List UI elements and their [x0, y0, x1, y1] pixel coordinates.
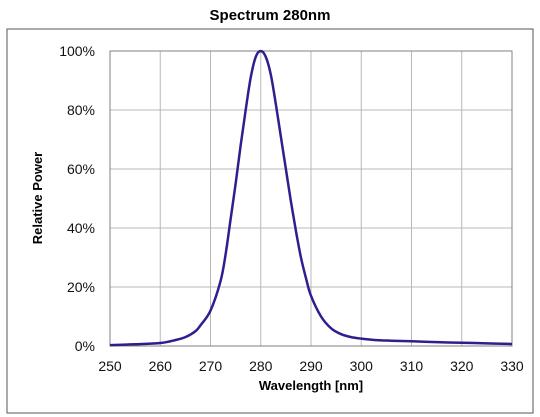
x-tick-label: 290 — [299, 358, 323, 374]
x-tick-label: 330 — [500, 358, 524, 374]
y-axis-ticks: 0% 20% 40% 60% 80% 100% — [59, 43, 95, 354]
y-tick-label: 100% — [59, 43, 95, 59]
y-tick-label: 0% — [75, 338, 95, 354]
chart-title: Spectrum 280nm — [210, 7, 331, 24]
x-tick-label: 280 — [249, 358, 273, 374]
y-axis-label: Relative Power — [30, 152, 45, 245]
x-tick-label: 300 — [350, 358, 374, 374]
y-tick-label: 40% — [67, 220, 95, 236]
x-tick-label: 250 — [98, 358, 122, 374]
x-tick-label: 270 — [199, 358, 223, 374]
y-tick-label: 20% — [67, 279, 95, 295]
plot-area-border — [109, 50, 513, 347]
y-tick-label: 60% — [67, 161, 95, 177]
series-line-0 — [109, 49, 513, 347]
y-tick-label: 80% — [67, 102, 95, 118]
x-tick-label: 260 — [149, 358, 173, 374]
x-axis-label: Wavelength [nm] — [259, 378, 363, 393]
x-tick-label: 320 — [450, 358, 474, 374]
x-tick-label: 310 — [400, 358, 424, 374]
series-group — [109, 49, 513, 347]
chart-outer-border — [6, 28, 534, 414]
x-axis-ticks: 250 260 270 280 290 300 310 320 330 — [98, 358, 524, 374]
